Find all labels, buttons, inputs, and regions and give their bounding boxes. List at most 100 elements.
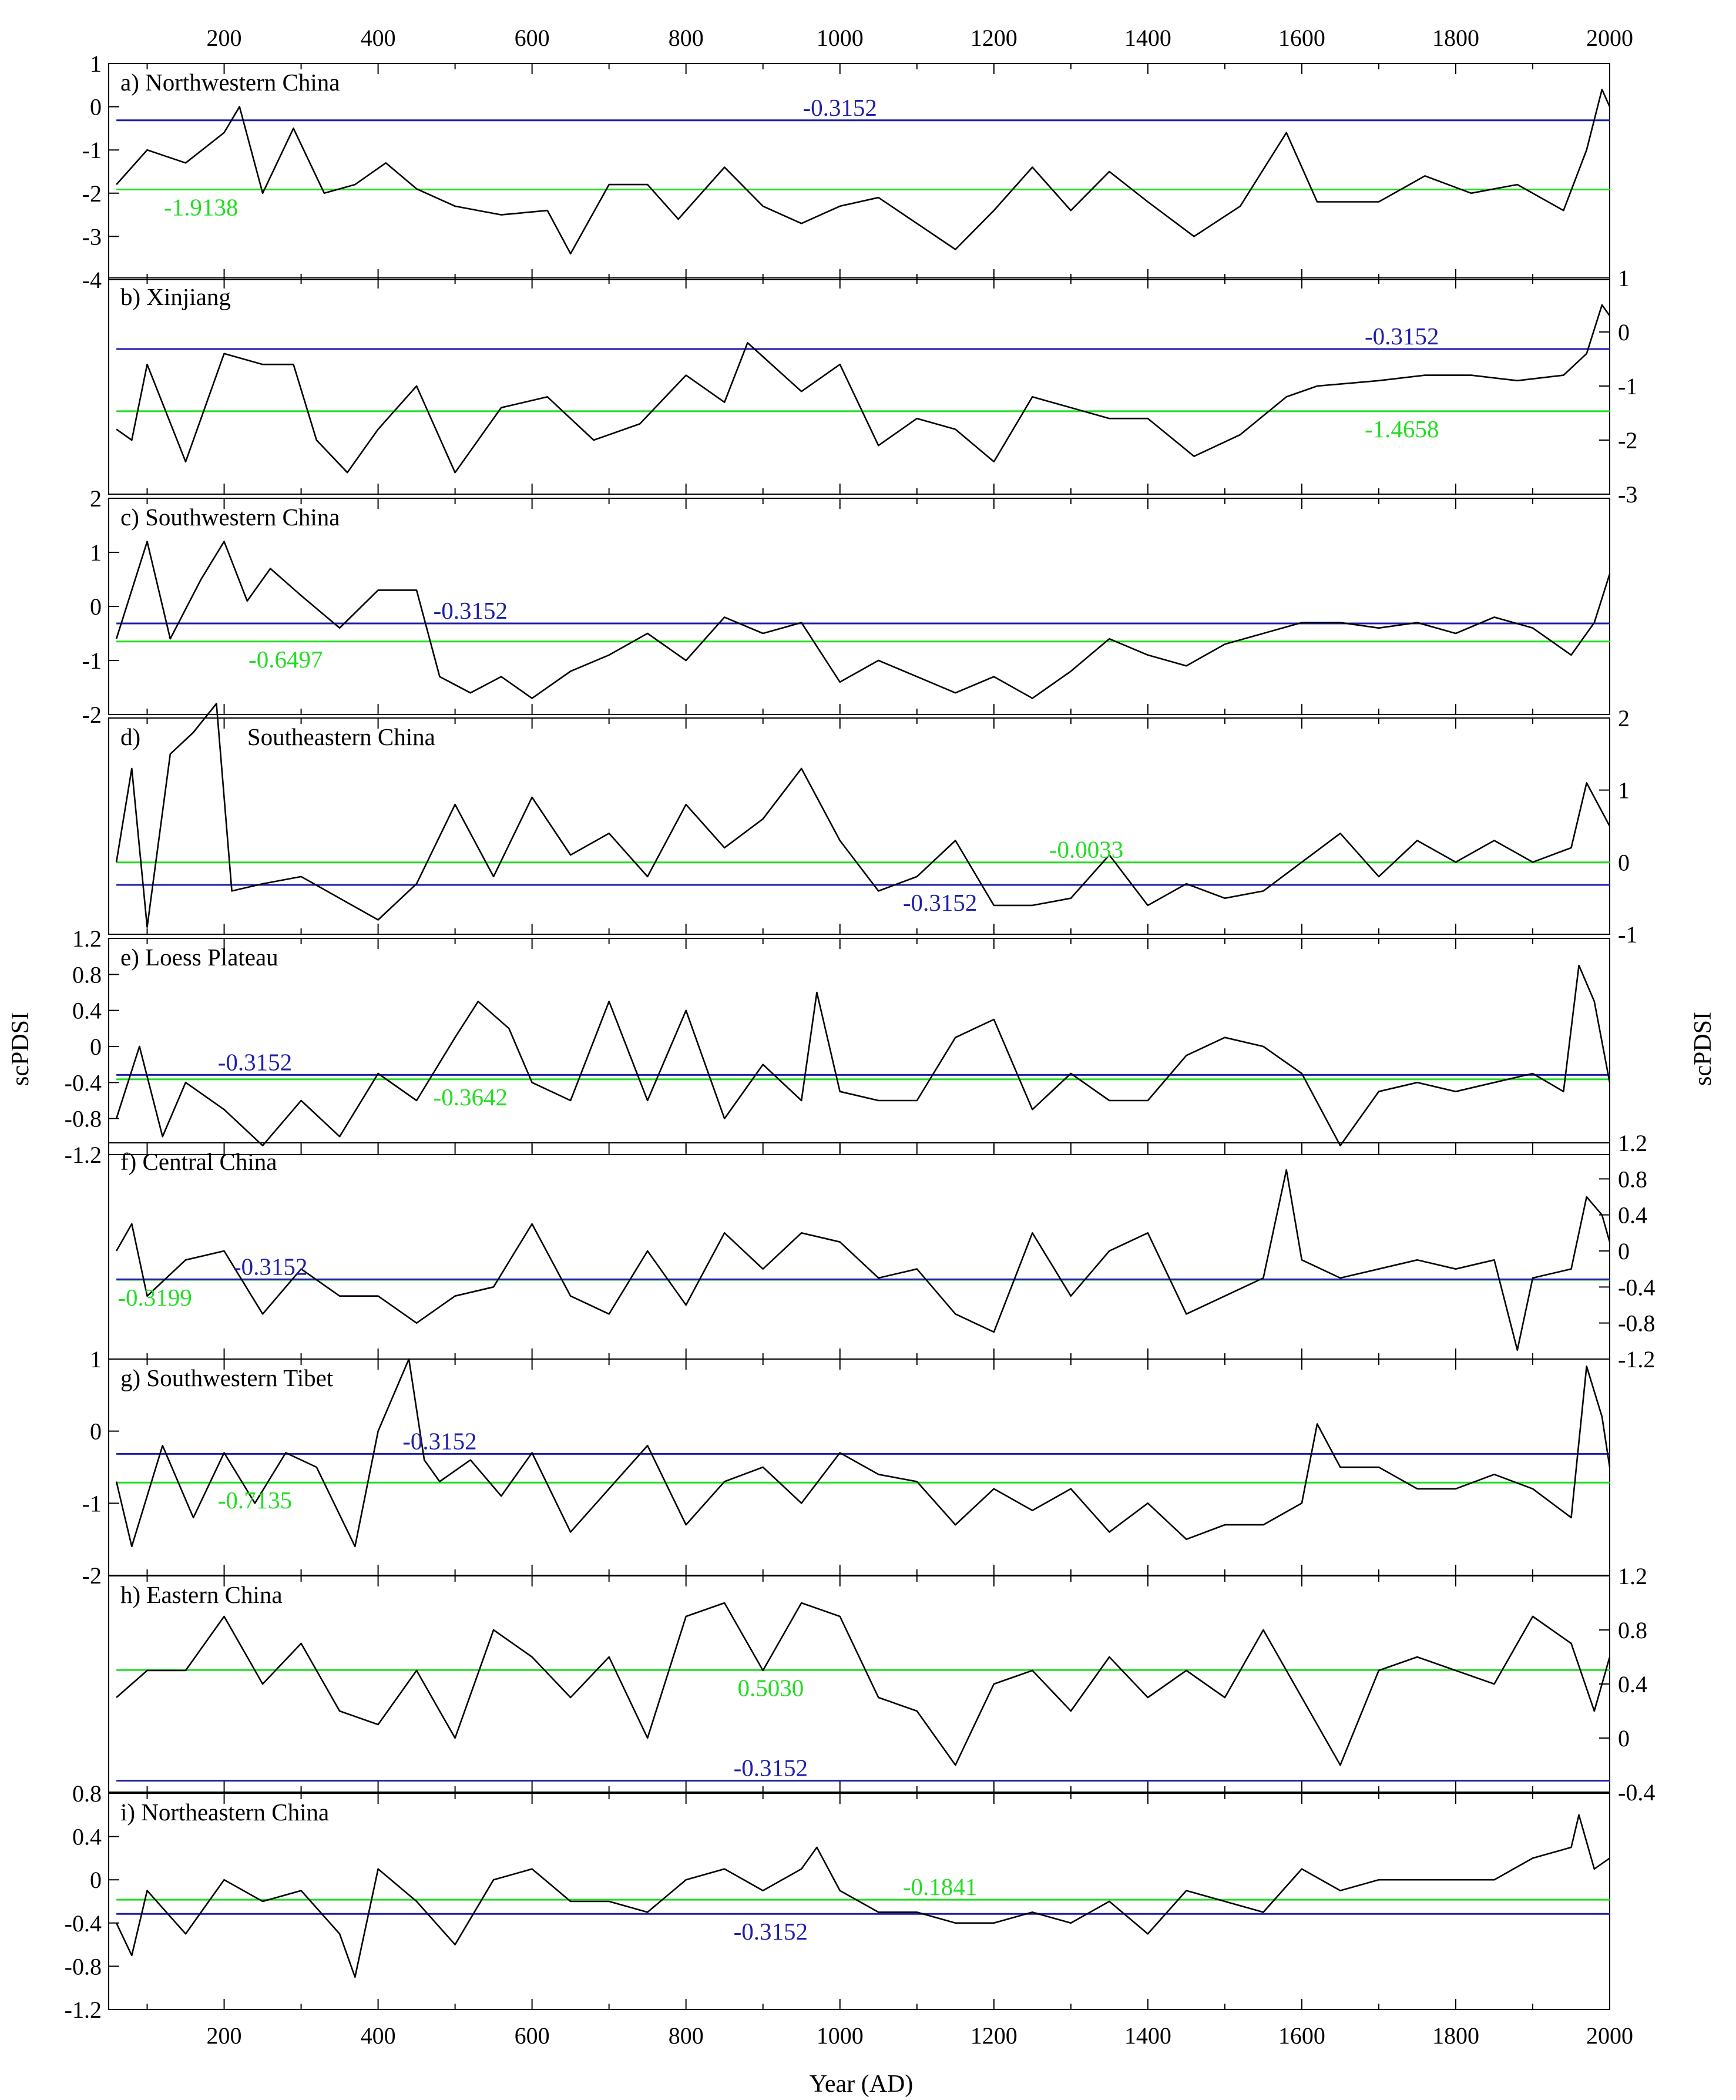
x-tick-label-bottom: 1800: [1432, 2022, 1479, 2049]
y-tick-label: -1: [82, 1490, 102, 1517]
x-tick-label-top: 400: [361, 25, 396, 51]
green-mean-label: -0.0033: [1049, 836, 1123, 863]
y-tick-label: 1: [90, 539, 102, 566]
y-tick-label: -3: [1618, 481, 1637, 508]
scpdsi-series-line: [115, 964, 1611, 1146]
blue-reference-label: -0.3152: [233, 1253, 307, 1280]
scpdsi-series-line: [115, 541, 1611, 699]
y-tick-label: 1: [1618, 265, 1630, 291]
x-tick-label-bottom: 600: [515, 2022, 550, 2049]
green-mean-label: -0.3199: [117, 1284, 192, 1311]
y-tick-label: 0.8: [72, 1780, 102, 1807]
y-tick-label: 0.4: [72, 998, 102, 1024]
y-tick-label: 0: [1618, 1725, 1630, 1752]
y-tick-label: 0.8: [1618, 1617, 1647, 1643]
x-tick-label-bottom: 2000: [1586, 2022, 1633, 2049]
green-mean-label: -1.9138: [164, 193, 238, 220]
y-tick-label: 1: [90, 51, 102, 77]
panel-c: 2 1 0 -1 -2 c) Southwestern China -0.3152 -0.64…: [82, 485, 1611, 728]
panel-b: 1 0 -1 -2 -3 b) Xinjiang -0.3152 -1.4658: [108, 265, 1637, 508]
y-tick-label: 2: [90, 485, 102, 512]
x-tick-label-top: 1600: [1278, 25, 1325, 51]
scpdsi-series-line: [115, 1169, 1611, 1351]
blue-reference-label: -0.3152: [402, 1427, 476, 1454]
x-tick-labels: 2002004004006006008008001000100012001200…: [207, 25, 1633, 2049]
scpdsi-series-line: [115, 1814, 1610, 1978]
y-tick-label: -3: [82, 223, 102, 250]
panel-title: e) Loess Plateau: [120, 944, 278, 971]
y-tick-label: 1.2: [72, 925, 102, 952]
panel-frame: [108, 63, 1610, 280]
green-mean-label: -1.4658: [1365, 415, 1439, 442]
panel-frame: [108, 498, 1610, 715]
y-tick-label: 0: [90, 1034, 102, 1060]
y-tick-label: -1: [1618, 373, 1637, 400]
y-tick-label: 0.4: [1618, 1671, 1647, 1698]
x-tick-label-top: 2000: [1586, 25, 1633, 51]
y-tick-label: -1.2: [65, 1142, 102, 1168]
y-tick-label: -0.4: [1618, 1274, 1655, 1300]
panel-title: b) Xinjiang: [120, 283, 231, 310]
y-tick-label: -1.2: [65, 1997, 102, 2023]
y-tick-label: 0: [1618, 849, 1630, 875]
green-mean-label: -0.7135: [218, 1487, 292, 1514]
panel-frame: [108, 1575, 1610, 1793]
panel-frame: [108, 277, 1610, 495]
green-mean-label: -0.1841: [903, 1873, 977, 1900]
panel-frame: [108, 1142, 1610, 1360]
y-tick-label: -2: [82, 702, 102, 728]
y-tick-label: 0: [90, 1418, 102, 1445]
y-tick-label: -0.4: [1618, 1779, 1655, 1806]
blue-reference-label: -0.3152: [903, 889, 977, 916]
y-tick-label: 1.2: [1618, 1130, 1647, 1156]
y-tick-label: 1.2: [1618, 1563, 1647, 1589]
panel-title: d): [120, 723, 140, 750]
y-tick-label: -2: [1618, 427, 1637, 454]
panel-i: 0.8 0.4 0 -0.4 -0.8 -1.2 i) Northeastern China…: [65, 1780, 1610, 2023]
right-y-axis-title: scPDSI: [1690, 1012, 1717, 1086]
panel-frame: [108, 717, 1610, 935]
y-tick-label: 0.8: [1618, 1166, 1647, 1192]
x-tick-label-top: 800: [669, 25, 704, 51]
y-tick-label: 0: [90, 1867, 102, 1893]
panel-f: 1.2 0.8 0.4 0 -0.4 -0.8 -1.2 f) Central China -0…: [108, 1130, 1655, 1373]
blue-reference-label: -0.3152: [434, 597, 508, 624]
green-mean-label: 0.5030: [737, 1674, 804, 1701]
y-tick-label: -0.4: [65, 1910, 102, 1937]
panel-g: 1 0 -1 -2 g) Southwestern Tibet -0.3152 -0.713…: [82, 1346, 1611, 1589]
y-tick-label: 0: [90, 593, 102, 620]
scpdsi-series-line: [116, 1602, 1611, 1766]
x-tick-label-bottom: 1400: [1124, 2022, 1171, 2049]
x-tick-label-bottom: 1000: [817, 2022, 864, 2049]
y-tick-label: -4: [82, 267, 102, 293]
y-tick-label: -0.8: [1618, 1310, 1655, 1337]
x-tick-label-bottom: 800: [669, 2022, 704, 2049]
scpdsi-series-line: [115, 1358, 1611, 1548]
panel-title: f) Central China: [120, 1148, 277, 1175]
x-tick-label-bottom: 1600: [1278, 2022, 1325, 2049]
x-tick-label-top: 1200: [971, 25, 1018, 51]
y-tick-label: 0.4: [1618, 1202, 1647, 1229]
y-tick-label: -2: [82, 180, 102, 207]
panel-h: 1.2 0.8 0.4 0 -0.4 h) Eastern China -0.3152 0.5…: [108, 1563, 1655, 1806]
y-tick-label: 1: [90, 1346, 102, 1373]
panel-subtitle: Southeastern China: [247, 723, 435, 750]
x-tick-label-top: 1000: [817, 25, 864, 51]
panel-title: a) Northwestern China: [120, 69, 340, 96]
green-mean-label: -0.3642: [434, 1083, 508, 1111]
y-tick-label: -1: [82, 137, 102, 163]
panel-frame: [108, 1793, 1610, 2010]
blue-reference-label: -0.3152: [734, 1754, 808, 1781]
blue-reference-label: -0.3152: [734, 1918, 808, 1945]
panel-title: g) Southwestern Tibet: [120, 1364, 334, 1391]
scpdsi-series-line: [115, 703, 1611, 928]
x-tick-label-bottom: 200: [207, 2022, 242, 2049]
x-tick-label-bottom: 1200: [971, 2022, 1018, 2049]
x-tick-label-top: 1400: [1124, 25, 1171, 51]
y-tick-label: 0: [1618, 1238, 1630, 1264]
panel-title: i) Northeastern China: [120, 1799, 329, 1826]
scpdsi-series-line: [116, 304, 1611, 474]
panel-e: 1.2 0.8 0.4 0 -0.4 -0.8 -1.2 e) Loess Plateau -0…: [65, 925, 1611, 1168]
blue-reference-label: -0.3152: [1365, 323, 1439, 350]
